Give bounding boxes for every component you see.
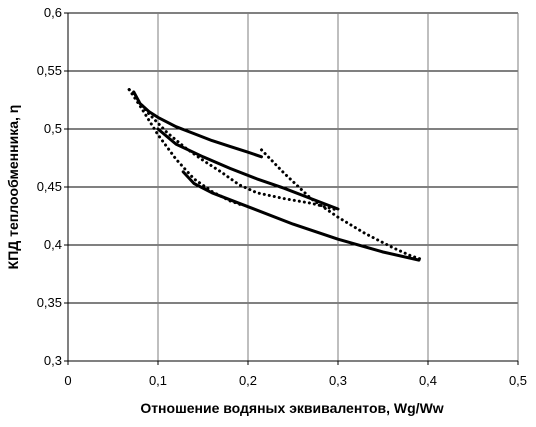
dotted-series-line-6 xyxy=(260,148,425,262)
chart-series xyxy=(127,88,425,262)
y-axis-title: КПД теплообменника, η xyxy=(5,105,21,270)
y-tick-label: 0,3 xyxy=(44,353,62,368)
x-tick-label: 0,5 xyxy=(509,373,527,388)
y-tick-label: 0,45 xyxy=(37,179,62,194)
x-tick-label: 0 xyxy=(64,373,71,388)
x-tick-label: 0,4 xyxy=(419,373,437,388)
solid-series-line-3 xyxy=(181,170,421,262)
chart-tick-labels: 0,3 0,35 0,4 0,45 0,5 0,55 0,6 0 0,1 0,2 0,3 0,4 0,5 xyxy=(37,5,527,388)
chart-axes xyxy=(64,12,519,365)
y-tick-label: 0,35 xyxy=(37,295,62,310)
x-axis-title: Отношение водяных эквивалентов, Wg/Ww xyxy=(140,400,443,416)
x-tick-label: 0,2 xyxy=(239,373,257,388)
dotted-series-line-5 xyxy=(127,88,340,212)
dotted-series-line-4 xyxy=(127,88,245,208)
y-tick-label: 0,6 xyxy=(44,5,62,20)
solid-series-line-2 xyxy=(156,127,340,211)
y-tick-label: 0,55 xyxy=(37,63,62,78)
y-tick-label: 0,5 xyxy=(44,121,62,136)
x-tick-label: 0,1 xyxy=(149,373,167,388)
y-tick-label: 0,4 xyxy=(44,237,62,252)
chart-gridlines xyxy=(67,12,519,362)
solid-series-line-1 xyxy=(132,90,263,159)
x-tick-label: 0,3 xyxy=(329,373,347,388)
